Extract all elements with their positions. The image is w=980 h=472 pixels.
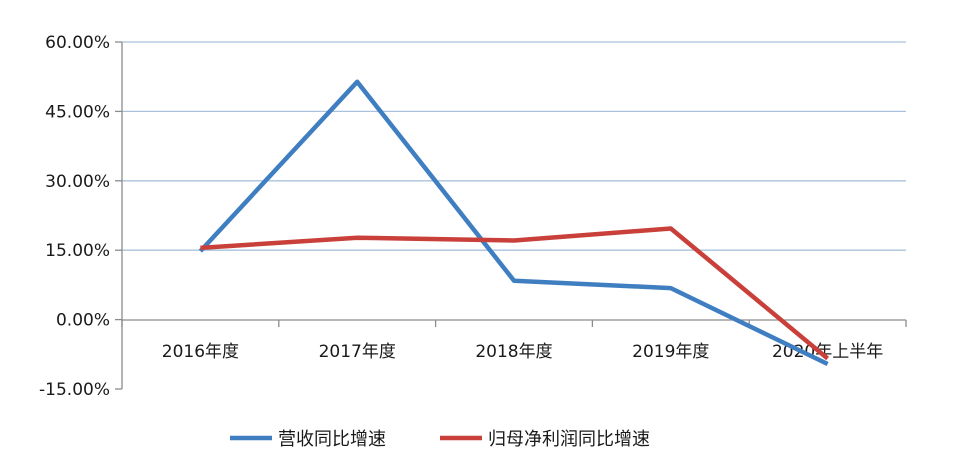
y-tick-label: 45.00% xyxy=(45,102,110,122)
series-line-0 xyxy=(198,79,829,367)
series-lines xyxy=(198,79,830,367)
axes xyxy=(121,42,906,389)
x-tick-label: 2017年度 xyxy=(319,342,396,362)
y-tick-label: -15.00% xyxy=(39,380,110,400)
gridlines xyxy=(122,41,906,251)
y-tick-label: 60.00% xyxy=(45,33,110,53)
legend-label: 营收同比增速 xyxy=(278,429,386,450)
x-tick-label: 2016年度 xyxy=(162,342,239,362)
y-tick-label: 15.00% xyxy=(45,241,110,261)
legend: 营收同比增速 归母净利润同比增速 xyxy=(230,429,650,450)
y-tick-label: 30.00% xyxy=(45,172,110,192)
x-tick-label: 2020年上半年 xyxy=(772,342,883,362)
y-tick-label: 0.00% xyxy=(56,311,110,331)
x-tick-label: 2019年度 xyxy=(632,342,709,362)
x-axis-ticks: 2016年度 2017年度 2018年度 2019年度 2020年上半年 xyxy=(121,320,907,362)
y-axis-ticks: 60.00% 45.00% 30.00% 15.00% 0.00% -15.00% xyxy=(39,33,122,400)
x-tick-label: 2018年度 xyxy=(475,342,552,362)
legend-label: 归母净利润同比增速 xyxy=(488,429,650,450)
series-line-1 xyxy=(200,226,830,361)
